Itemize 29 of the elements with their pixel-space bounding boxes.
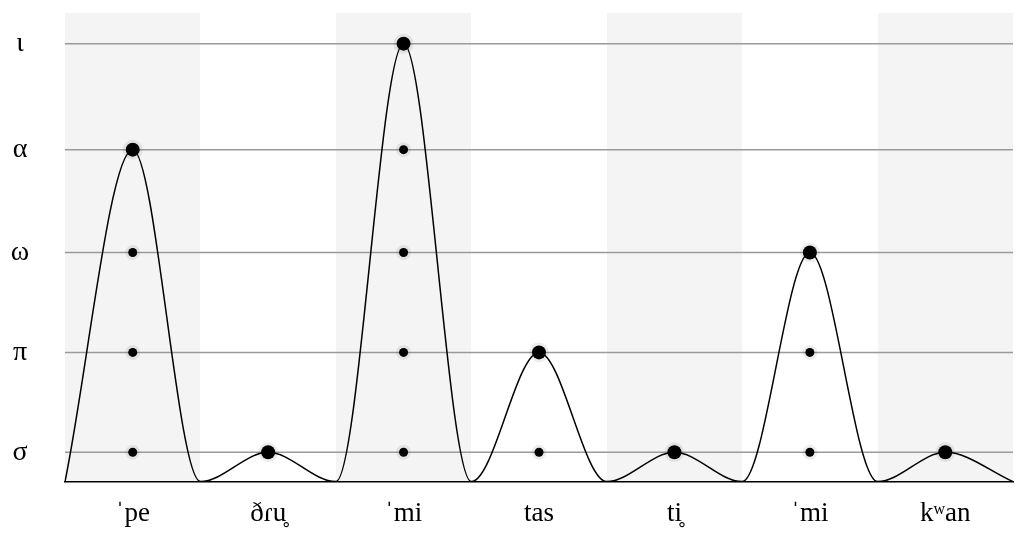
point	[396, 344, 412, 360]
point	[935, 442, 956, 463]
ref-line-label: ι	[16, 26, 25, 58]
point	[802, 444, 818, 460]
point	[664, 442, 685, 463]
point	[393, 33, 414, 54]
point	[258, 442, 279, 463]
ref-line-label: π	[12, 334, 28, 366]
point	[802, 344, 818, 360]
point	[125, 245, 141, 261]
point	[529, 342, 549, 363]
x-tick-label: ˈmi	[384, 496, 423, 527]
point	[125, 344, 141, 360]
point	[396, 245, 412, 261]
x-tick-label: ti̥	[666, 496, 685, 528]
x-tick-label: ˈpe	[115, 496, 150, 527]
x-tick-label: ðɾu̥	[250, 496, 290, 528]
ref-line-label: α	[12, 132, 28, 163]
ref-line-label: ω	[10, 234, 30, 266]
x-tick-label: tas	[524, 496, 554, 527]
point	[122, 139, 143, 160]
x-tick-label: ˈmi	[791, 496, 829, 527]
x-tick-label: kʷan	[920, 496, 972, 527]
point	[799, 242, 820, 263]
point	[396, 444, 412, 460]
ref-line-label: σ	[12, 434, 28, 466]
point	[531, 444, 547, 460]
point	[125, 444, 141, 460]
point	[396, 142, 412, 158]
